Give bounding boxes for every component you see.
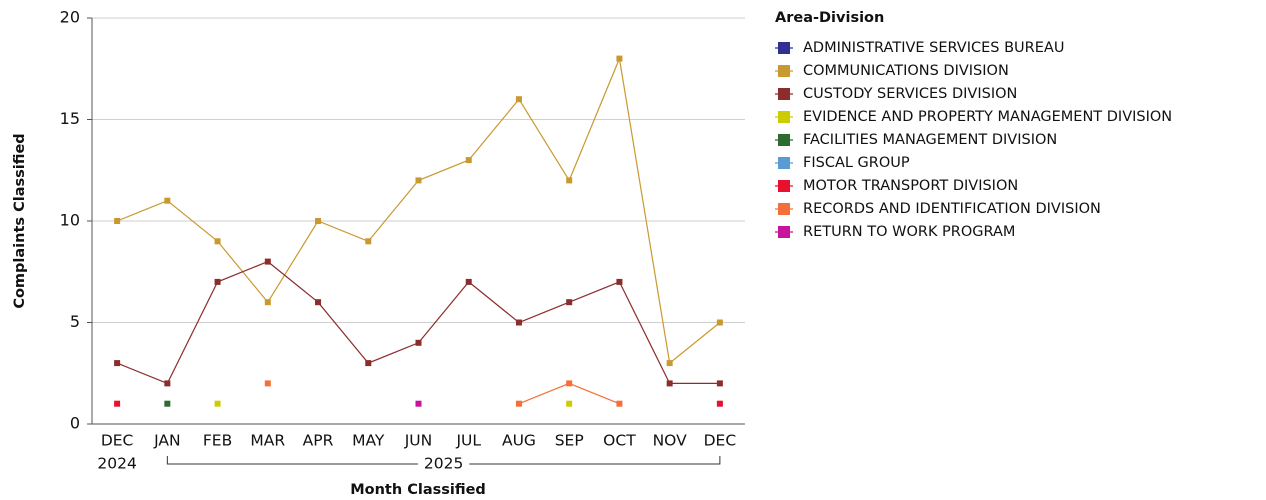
legend-label: FISCAL GROUP [803,155,910,171]
legend-marker [778,157,790,169]
point [164,380,171,387]
point [415,400,422,407]
point [616,55,623,62]
legend-label: COMMUNICATIONS DIVISION [803,63,1009,79]
point [214,278,221,285]
point [114,218,121,224]
point [264,299,271,306]
y-tick-label: 5 [70,312,80,331]
x-tick-label: JAN [153,432,181,450]
x-tick-label: OCT [603,432,636,450]
point [365,360,372,367]
legend-marker [778,42,790,54]
y-tick-label: 0 [70,414,80,433]
x-group-label: 2024 [97,455,136,473]
x-group-label: 2025 [424,455,463,473]
x-tick-label: FEB [203,432,232,450]
legend-marker [778,203,790,215]
x-tick-label: SEP [555,432,584,450]
legend-label: RECORDS AND IDENTIFICATION DIVISION [803,201,1101,217]
legend-label: ADMINISTRATIVE SERVICES BUREAU [803,40,1064,56]
point [566,400,573,407]
point [515,319,522,326]
point [465,278,472,285]
point [365,238,372,245]
x-tick-label: APR [303,432,334,450]
y-tick-label: 10 [60,211,80,230]
x-group-bracket [166,456,721,465]
legend-marker [778,111,790,123]
x-tick-label: MAR [250,432,285,450]
point [566,299,573,306]
point [415,177,422,184]
y-axis-label: Complaints Classified [12,133,28,308]
point [566,380,573,387]
point [616,400,623,407]
legend-title: Area-Division [775,10,884,26]
legend-label: FACILITIES MANAGEMENT DIVISION [803,132,1057,148]
point [616,278,623,285]
legend-marker [778,226,790,238]
legend-label: RETURN TO WORK PROGRAM [803,224,1015,240]
point [214,238,221,245]
y-tick-label: 20 [60,8,80,27]
point [666,360,673,367]
x-tick-label: JUL [455,432,481,450]
legend-marker [778,134,790,146]
point [264,258,271,265]
legend-label: MOTOR TRANSPORT DIVISION [803,178,1018,194]
point [114,400,121,407]
x-tick-label: MAY [352,432,385,450]
point [264,380,271,387]
point [315,299,322,306]
y-tick-label: 15 [60,109,80,128]
x-tick-label: NOV [653,432,688,450]
point [515,96,522,103]
point [716,319,723,326]
point [465,157,472,164]
point [716,380,723,387]
point [716,400,723,407]
series-line [518,382,620,405]
point [666,380,673,387]
point [415,339,422,346]
x-tick-label: AUG [502,432,536,450]
x-tick-label: JUN [404,432,433,450]
legend-label: EVIDENCE AND PROPERTY MANAGEMENT DIVISIO… [803,109,1172,125]
point [114,360,121,367]
point [315,218,322,224]
legend-marker [778,65,790,77]
point [566,177,573,184]
legend-marker [778,180,790,192]
legend-marker [778,88,790,100]
series-line [116,56,721,365]
point [164,400,171,407]
x-tick-label: DEC [101,432,134,450]
x-axis-label: Month Classified [350,482,486,498]
legend-label: CUSTODY SERVICES DIVISION [803,86,1017,102]
point [515,400,522,407]
point [214,400,221,407]
x-tick-label: DEC [704,432,737,450]
point [164,197,171,204]
